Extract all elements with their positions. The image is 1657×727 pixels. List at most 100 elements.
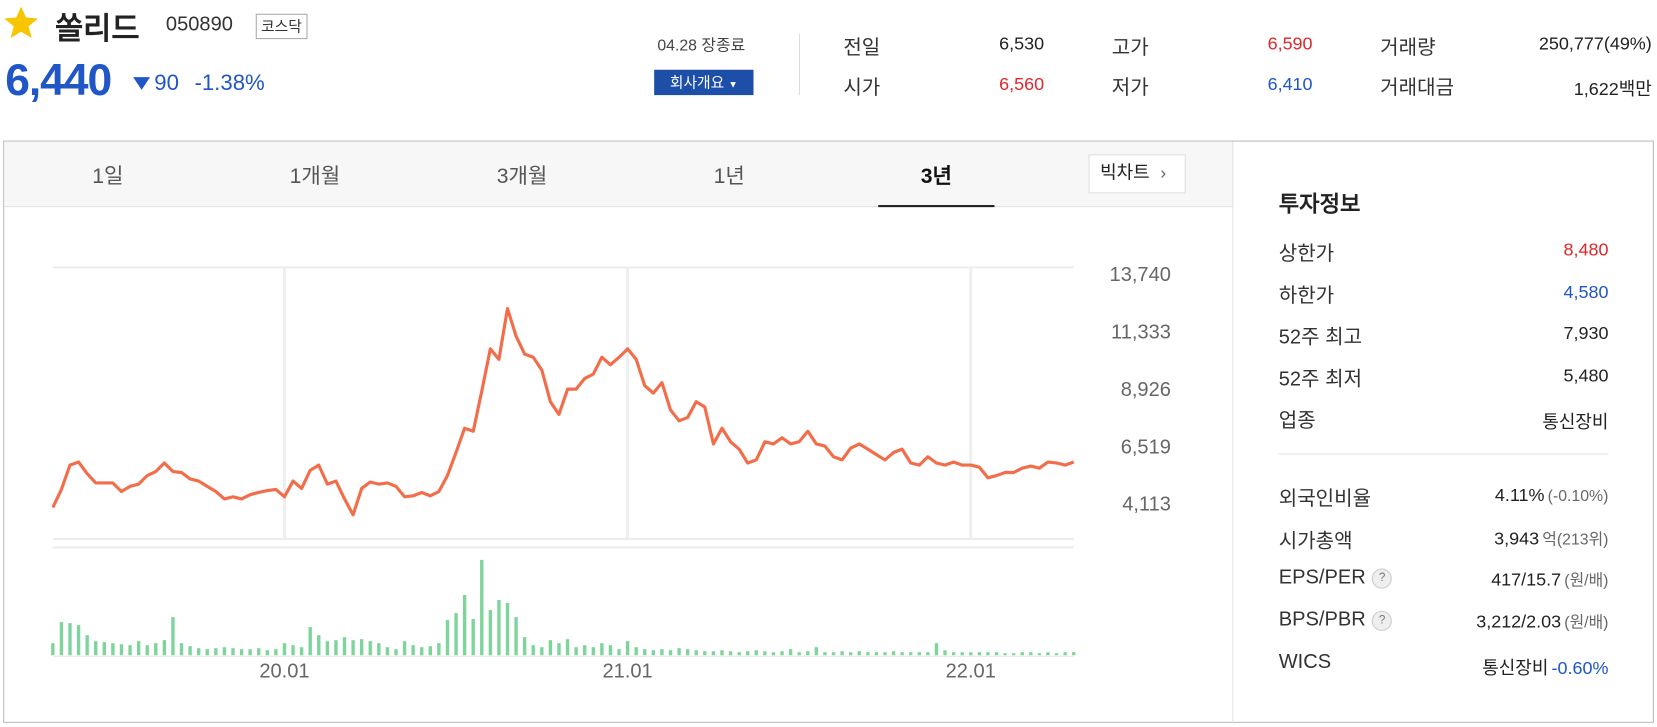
volume-bar	[59, 622, 64, 656]
volume-bar	[76, 625, 81, 656]
x-tick-label: 22.01	[946, 660, 996, 682]
y-tick-label: 8,926	[1121, 379, 1171, 401]
tab[interactable]: 1개월	[289, 164, 341, 189]
info-label: WICS	[1278, 650, 1332, 673]
volume-bar	[857, 651, 861, 656]
tab[interactable]: 1년	[713, 164, 745, 189]
info-number: 통신장비	[1542, 412, 1609, 433]
info-value: 417/15.7 (원/배)	[1491, 569, 1608, 591]
volume-bar	[51, 643, 55, 656]
volume-bar	[454, 613, 458, 656]
info-label: 업종	[1278, 410, 1316, 433]
tab[interactable]: 1일	[92, 164, 124, 189]
info-number: 3,943	[1494, 528, 1540, 549]
volume-bar	[428, 646, 432, 656]
info-number: 3,212/2.03	[1476, 611, 1562, 633]
button-label: 회사개요	[669, 73, 725, 91]
volume-bar	[677, 648, 681, 656]
volume-bar	[402, 641, 407, 656]
volume-bar	[136, 641, 141, 656]
volume-bar	[831, 652, 836, 656]
volume-bar	[703, 651, 707, 656]
big-chart-button[interactable]: 빅차트 ›	[1088, 154, 1186, 194]
volume-bar	[196, 648, 201, 656]
info-note: (-0.10%)	[1547, 487, 1609, 506]
volume-bar	[377, 643, 381, 656]
invest-title: 투자정보	[1278, 192, 1361, 217]
volume-bar	[737, 652, 741, 656]
tab[interactable]: 3년	[920, 164, 952, 189]
info-value: 4,580	[1563, 282, 1608, 303]
volume-bar	[231, 648, 235, 656]
volume-bar	[1072, 652, 1076, 656]
volume-bar	[608, 645, 613, 656]
volume-bar	[188, 646, 192, 656]
info-number: 417/15.7	[1491, 570, 1562, 591]
volume-bar	[531, 645, 535, 656]
info-label: EPS/PER?	[1279, 567, 1393, 590]
down-arrow	[133, 77, 151, 90]
volume-bar	[505, 603, 510, 656]
volume-bar	[514, 617, 518, 656]
volume-bar	[68, 623, 72, 656]
info-number: 7,930	[1563, 323, 1609, 344]
info-number: 5,480	[1563, 365, 1609, 386]
help-icon[interactable]: ?	[1372, 568, 1393, 590]
volume-bar	[694, 650, 698, 656]
volume-bar	[205, 649, 209, 656]
volume-bar	[1037, 653, 1042, 656]
volume-bar	[385, 647, 390, 656]
price-chart: 13,740 11,333 8,926 6,519 4,113 20.01 21.01 22.…	[51, 264, 1171, 682]
volume-bar	[754, 650, 758, 656]
info-value: 3,212/2.03 (원/배)	[1476, 611, 1608, 633]
volume-bar	[179, 643, 184, 656]
volume-bar	[909, 652, 913, 656]
volume-bar	[102, 642, 107, 656]
favorite-star[interactable]	[2, 4, 40, 40]
volume-bar	[926, 652, 930, 656]
tab-underline	[878, 205, 995, 208]
info-note: 억(213위)	[1542, 530, 1609, 549]
volume-bar	[591, 647, 595, 656]
volume-bar	[1054, 653, 1059, 656]
company-button[interactable]: 회사개요 ▼	[654, 69, 754, 96]
info-note: -0.60%	[1551, 658, 1609, 679]
price: 6,440	[5, 54, 112, 105]
stock-name: 쏠리드	[54, 12, 140, 47]
y-tick-label: 6,519	[1121, 436, 1171, 458]
tab[interactable]: 3개월	[496, 164, 548, 189]
quote-label: 거래량	[1380, 36, 1436, 60]
volume-bar	[711, 651, 716, 656]
volume-bar	[771, 652, 776, 656]
volume-bar	[282, 643, 287, 656]
volume-bar	[900, 652, 904, 656]
volume-bar	[445, 620, 450, 656]
volume-bar	[548, 640, 553, 656]
volume-bar	[265, 650, 269, 656]
volume-bar	[583, 645, 587, 656]
volume-bar	[651, 650, 656, 656]
volume-bar	[788, 649, 793, 656]
volume-bar	[643, 649, 647, 656]
volume-bar	[471, 619, 475, 656]
volume-bar	[986, 652, 990, 656]
y-tick-label: 11,333	[1111, 322, 1171, 344]
volume-bar	[1063, 652, 1067, 656]
quote-value: 250,777(49%)	[1538, 33, 1652, 54]
help-icon[interactable]: ?	[1372, 610, 1393, 632]
volume-bar	[317, 635, 321, 656]
volume-bar	[969, 652, 973, 656]
volume-bar	[411, 645, 415, 656]
volume-bar	[848, 652, 853, 656]
volume-bar	[540, 647, 544, 656]
volume-bar	[720, 650, 724, 656]
volume-bar	[977, 652, 982, 656]
volume-bar	[780, 651, 784, 656]
quote-value: 6,560	[999, 73, 1045, 95]
volume-bar	[574, 647, 578, 656]
info-value: 7,930	[1563, 323, 1608, 344]
volume-bar	[274, 649, 278, 656]
chart-box	[3, 140, 1654, 723]
divider	[798, 33, 800, 96]
volume-bar	[497, 599, 501, 656]
